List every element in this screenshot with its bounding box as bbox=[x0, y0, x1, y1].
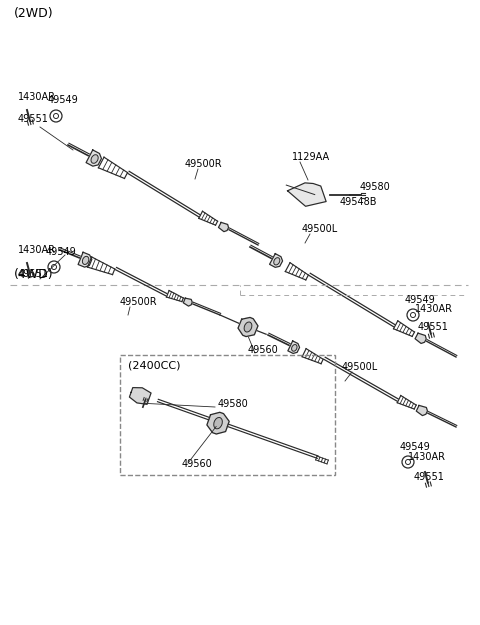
Ellipse shape bbox=[91, 155, 98, 163]
Ellipse shape bbox=[291, 344, 297, 351]
Text: 49500R: 49500R bbox=[120, 297, 157, 307]
Polygon shape bbox=[86, 150, 101, 166]
Text: 49551: 49551 bbox=[418, 322, 449, 332]
Polygon shape bbox=[78, 253, 92, 267]
Text: 49549: 49549 bbox=[48, 95, 79, 105]
Text: (2WD): (2WD) bbox=[14, 7, 54, 20]
Ellipse shape bbox=[83, 256, 89, 264]
Ellipse shape bbox=[214, 418, 222, 429]
Text: 49551: 49551 bbox=[18, 269, 49, 279]
Polygon shape bbox=[288, 341, 300, 353]
Polygon shape bbox=[270, 254, 283, 268]
Text: 49580: 49580 bbox=[360, 182, 391, 192]
Text: 1129AA: 1129AA bbox=[292, 152, 330, 162]
Polygon shape bbox=[415, 333, 426, 344]
Text: 1430AR: 1430AR bbox=[408, 452, 446, 462]
Text: 49551: 49551 bbox=[414, 472, 445, 482]
Text: (2400CC): (2400CC) bbox=[128, 361, 180, 371]
Polygon shape bbox=[288, 183, 326, 206]
Text: 1430AR: 1430AR bbox=[18, 245, 56, 255]
Text: 49500L: 49500L bbox=[342, 362, 378, 372]
Text: 49560: 49560 bbox=[182, 459, 213, 469]
Text: 49500R: 49500R bbox=[185, 159, 223, 169]
Text: 49549: 49549 bbox=[46, 247, 77, 257]
Text: 49548B: 49548B bbox=[340, 197, 377, 207]
Text: 49549: 49549 bbox=[400, 442, 431, 452]
Polygon shape bbox=[416, 406, 428, 416]
Text: 49560: 49560 bbox=[248, 345, 279, 355]
Text: 49551: 49551 bbox=[18, 114, 49, 124]
Ellipse shape bbox=[244, 322, 252, 332]
Text: 49500L: 49500L bbox=[302, 224, 338, 234]
Polygon shape bbox=[207, 412, 229, 434]
Text: (4WD): (4WD) bbox=[14, 268, 54, 281]
Text: 1430AR: 1430AR bbox=[18, 92, 56, 102]
Text: 1430AR: 1430AR bbox=[415, 304, 453, 314]
Text: 49580: 49580 bbox=[218, 399, 249, 409]
Ellipse shape bbox=[274, 258, 280, 265]
Polygon shape bbox=[130, 388, 151, 404]
Polygon shape bbox=[218, 222, 228, 232]
Text: 49549: 49549 bbox=[405, 295, 436, 305]
Polygon shape bbox=[183, 298, 192, 306]
Polygon shape bbox=[238, 318, 258, 336]
